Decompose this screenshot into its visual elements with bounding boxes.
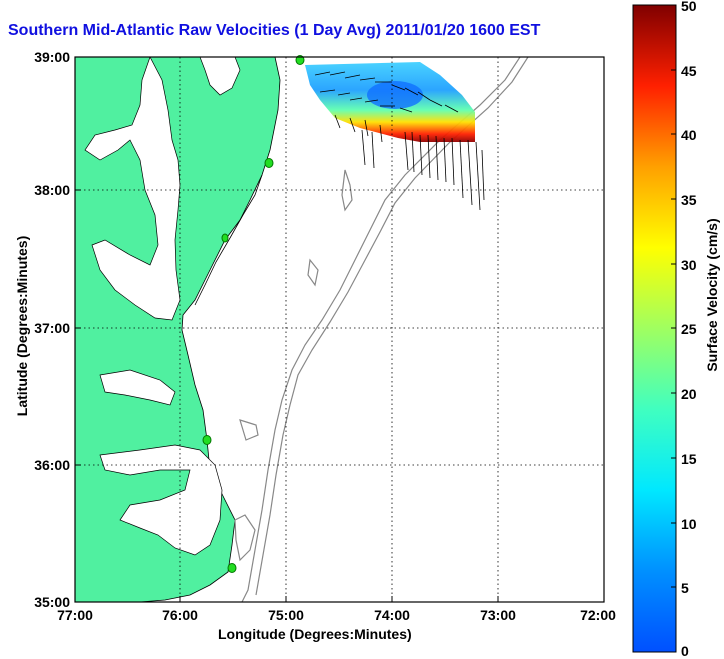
delaware-bay [199,57,241,96]
x-ticks: 77:00 76:00 75:00 74:00 73:00 72:00 [57,596,616,623]
station-1 [295,55,305,65]
map-title: Southern Mid-Atlantic Raw Velocities (1 … [8,22,541,39]
x-axis-label: Longitude (Degrees:Minutes) [218,626,412,642]
colorbar-label: Surface Velocity (cm/s) [704,218,720,372]
colorbar-tick-label: 50 [681,0,697,14]
station-2 [264,158,274,168]
y-ticks: 39:00 38:00 37:00 36:00 35:00 [34,49,81,610]
pamlico-sound [99,444,223,556]
colorbar-tick-label: 20 [681,386,697,402]
x-tick-label: 75:00 [268,607,304,623]
x-tick-label: 77:00 [57,607,93,623]
colorbar-tick-label: 35 [681,192,697,208]
y-tick-label: 35:00 [34,594,70,610]
y-tick-label: 39:00 [34,49,70,65]
station-4 [202,435,212,445]
colorbar-ticks: 50 45 40 35 30 25 20 15 10 5 0 [671,0,697,659]
chesapeake-bay [84,57,181,321]
colorbar [632,4,677,653]
station-5 [227,563,237,573]
x-tick-label: 73:00 [480,607,516,623]
colorbar-tick-label: 5 [681,580,689,596]
sound-inlet [99,369,176,406]
colorbar-tick-label: 0 [681,643,689,659]
colorbar-tick-label: 15 [681,451,697,467]
x-tick-label: 76:00 [162,607,198,623]
colorbar-tick-label: 30 [681,257,697,273]
station-3 [221,233,229,243]
velocity-vectors [314,71,485,211]
colorbar-tick-label: 40 [681,127,697,143]
colorbar-tick-label: 10 [681,516,697,532]
plot-frame [74,56,605,603]
grid-lines [75,57,604,602]
y-tick-label: 38:00 [34,182,70,198]
station-markers [202,55,305,573]
y-axis-label: Latitude (Degrees:Minutes) [14,235,30,417]
low-velocity-core [367,81,423,109]
colorbar-tick-label: 25 [681,321,697,337]
x-tick-label: 74:00 [374,607,410,623]
x-tick-label: 72:00 [580,607,616,623]
y-tick-label: 37:00 [34,320,70,336]
y-tick-label: 36:00 [34,457,70,473]
barrier-islands [194,174,263,306]
colorbar-tick-label: 45 [681,63,697,79]
